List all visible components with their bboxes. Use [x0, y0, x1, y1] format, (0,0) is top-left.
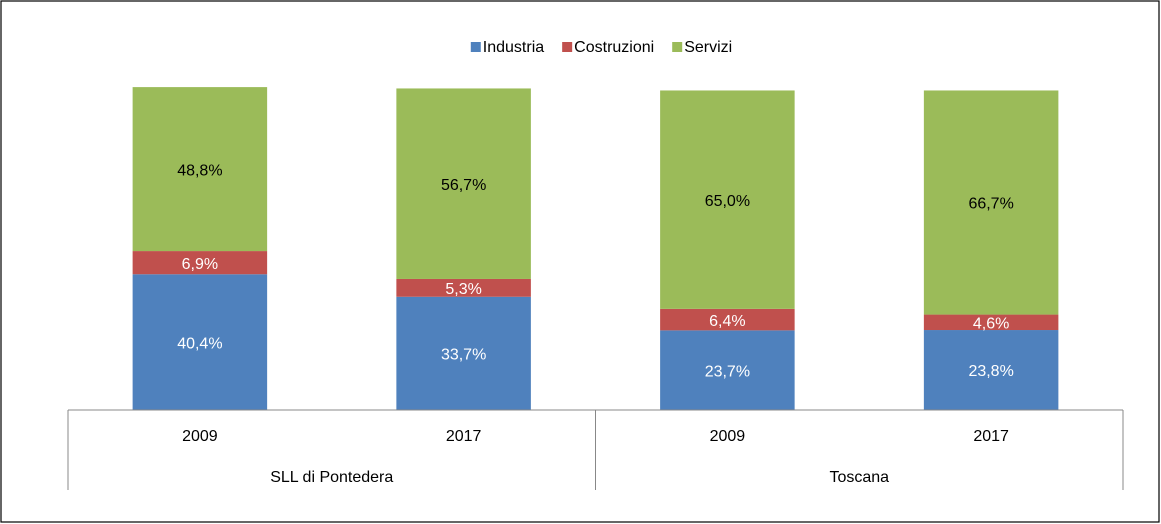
- data-label: 33,7%: [441, 347, 486, 364]
- legend-swatch: [470, 42, 481, 52]
- group-label: Toscana: [829, 469, 889, 486]
- data-label: 4,6%: [973, 316, 1009, 333]
- legend-label: Servizi: [684, 39, 732, 56]
- bar-segment: [396, 278, 531, 297]
- legend: Industria Costruzioni Servizi: [470, 39, 732, 56]
- bar-segment: [396, 88, 531, 279]
- data-label: 6,9%: [182, 256, 218, 273]
- x-tick-label: 2017: [973, 428, 1009, 445]
- bar-segment: [132, 251, 268, 275]
- group-label: SLL di Pontedera: [270, 469, 393, 486]
- bar-segment: [923, 90, 1059, 315]
- data-label: 65,0%: [705, 193, 750, 210]
- data-label: 6,4%: [709, 313, 745, 330]
- x-tick-label: 2009: [182, 428, 218, 445]
- bar-segment: [132, 274, 268, 410]
- x-tick-label: 2009: [710, 428, 746, 445]
- bar-segment: [923, 330, 1059, 410]
- data-label: 5,3%: [445, 281, 481, 298]
- data-label: 66,7%: [968, 196, 1013, 213]
- bar-segment: [132, 87, 268, 252]
- bar-segment: [660, 308, 795, 331]
- x-tick-label: 2017: [446, 428, 482, 445]
- bar-segment: [923, 314, 1059, 331]
- legend-label: Costruzioni: [574, 39, 654, 56]
- bar-segment: [660, 90, 795, 309]
- data-label: 23,8%: [968, 363, 1013, 380]
- bar-segment: [396, 296, 531, 410]
- legend-swatch: [672, 42, 683, 52]
- data-label: 40,4%: [177, 335, 222, 352]
- data-label: 23,7%: [705, 363, 750, 380]
- legend-label: Industria: [483, 39, 544, 56]
- data-label: 56,7%: [441, 177, 486, 194]
- data-label: 48,8%: [177, 162, 222, 179]
- legend-swatch: [562, 42, 573, 52]
- bar-segment: [660, 330, 795, 410]
